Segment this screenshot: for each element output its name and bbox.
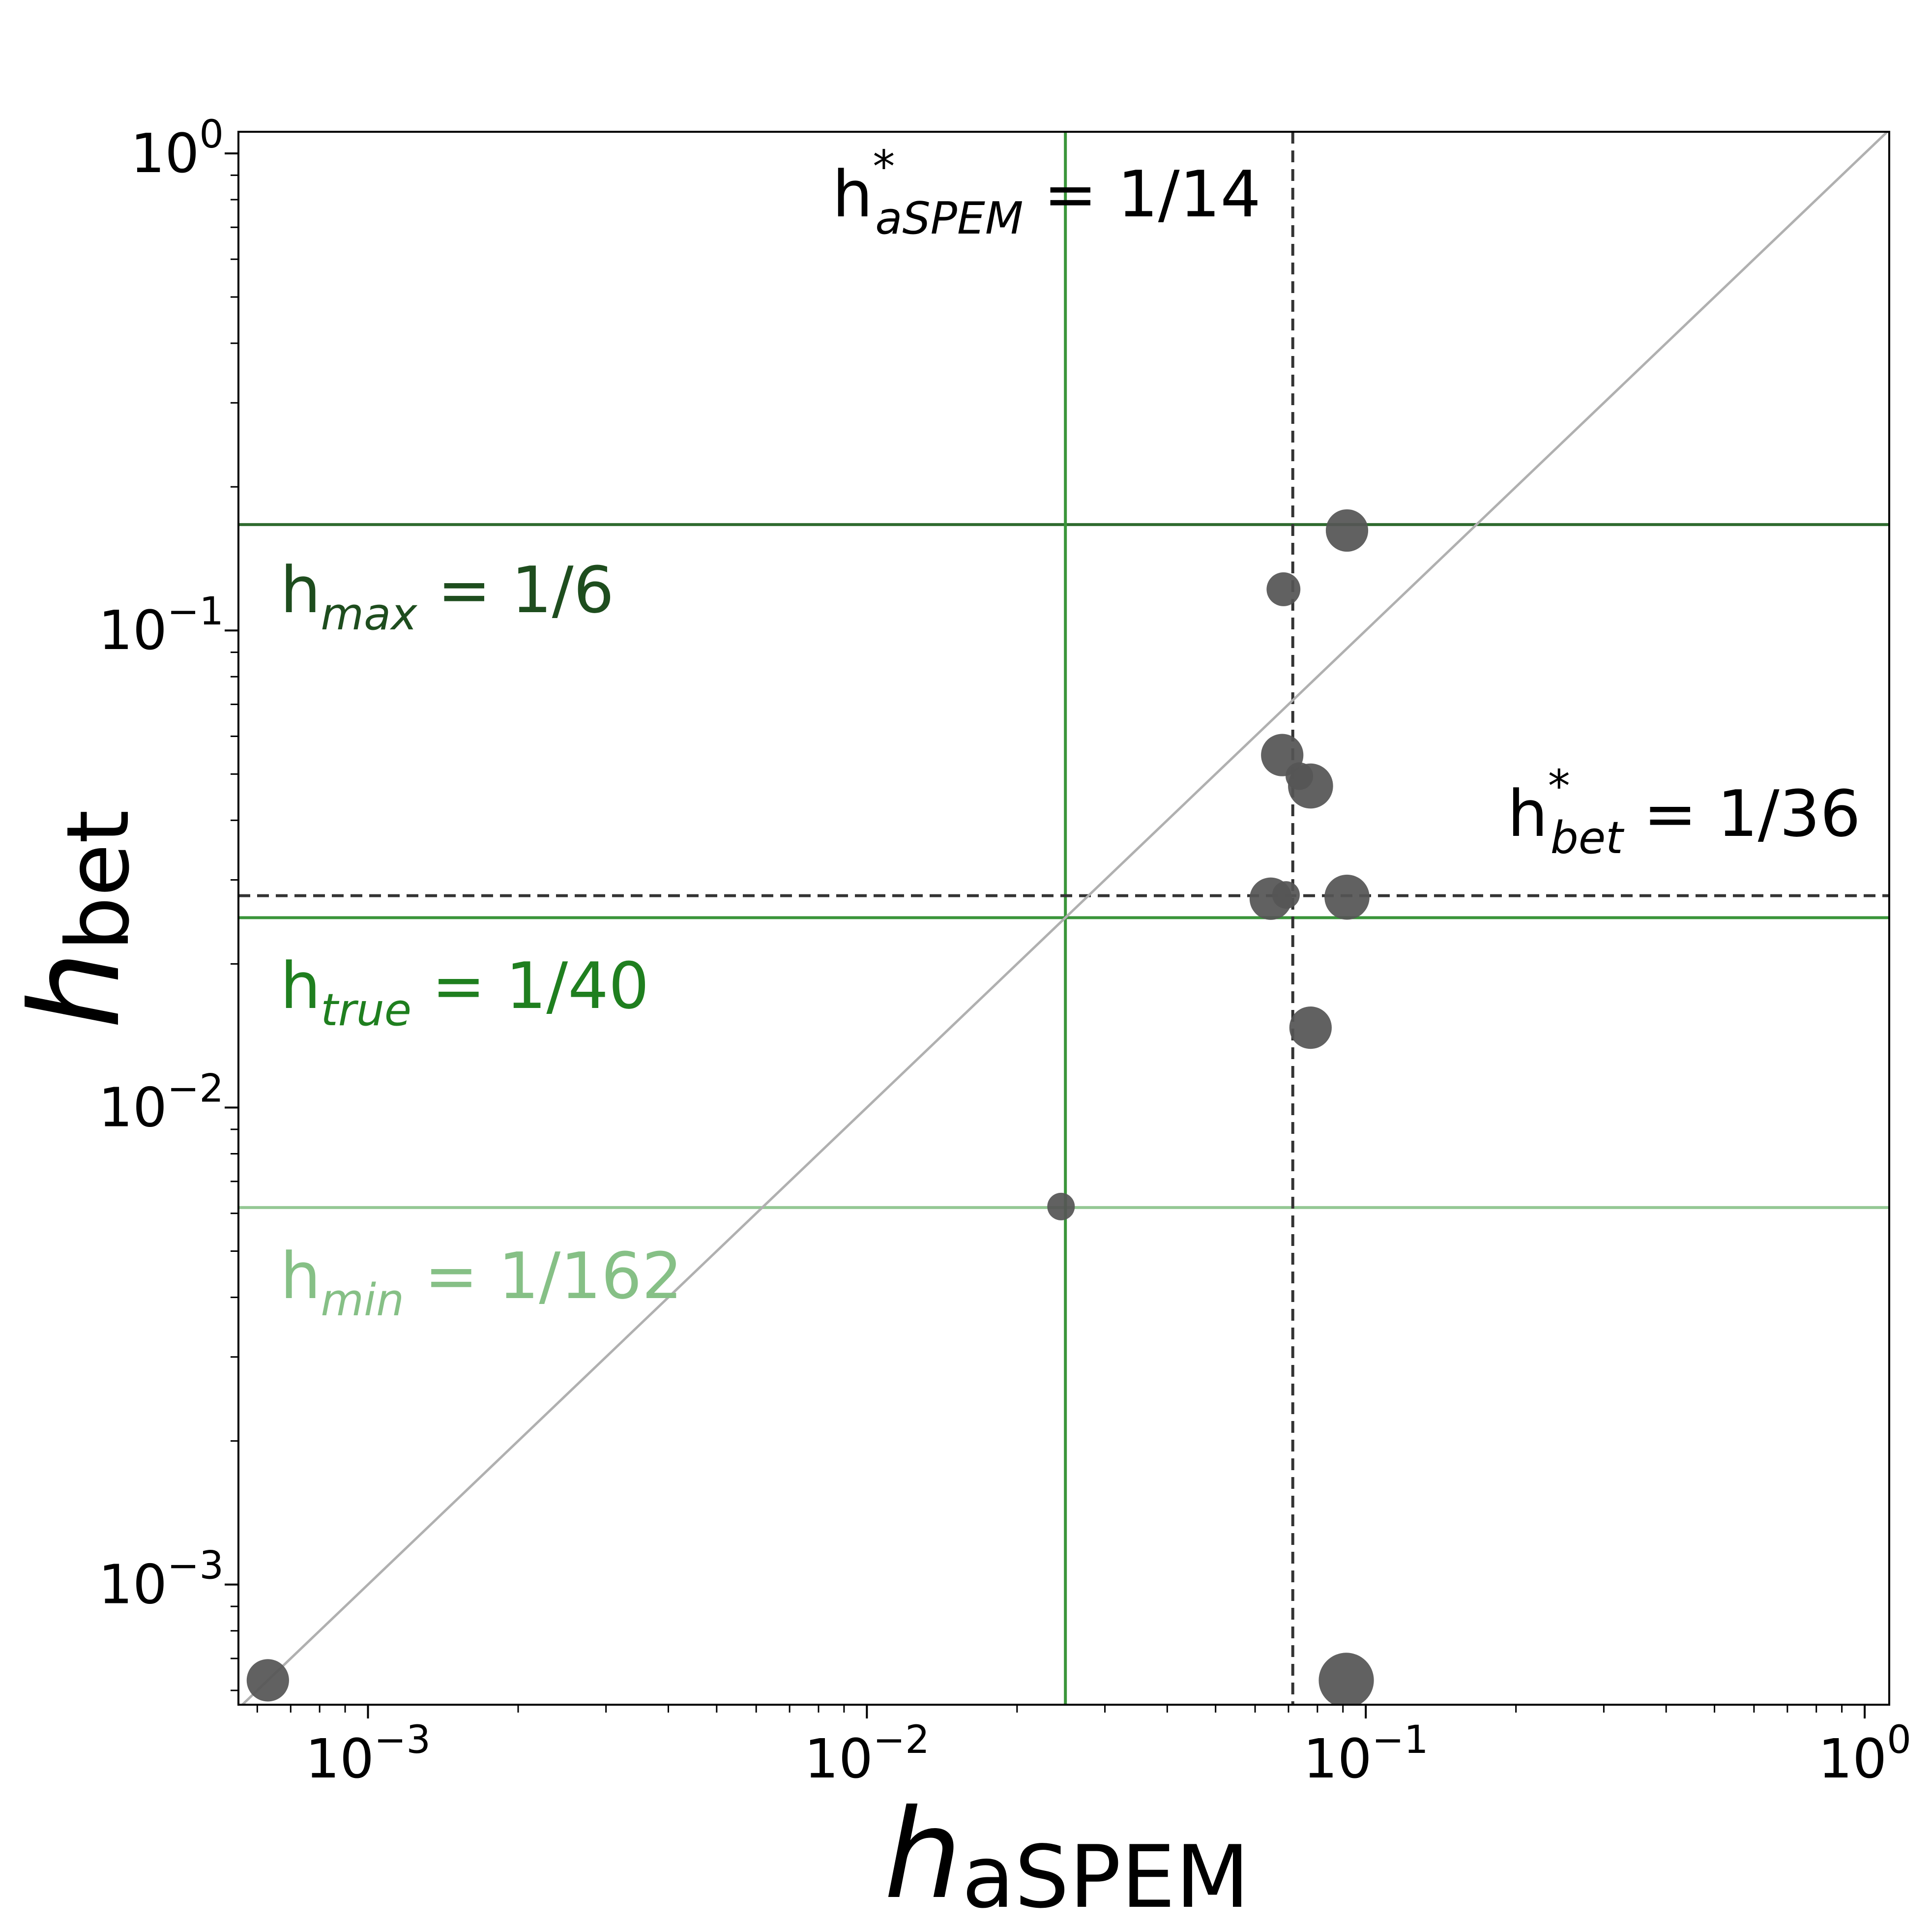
reference-label-true: htrue = 1/40 [280, 948, 649, 1036]
x-tick-label: 100 [1818, 1718, 1911, 1790]
data-point [1318, 1653, 1374, 1705]
diagonal-layer [240, 132, 1889, 1705]
data-point [1272, 881, 1300, 909]
data-point [1266, 572, 1301, 606]
label-subscript: max [321, 589, 418, 640]
label-value: = 1/6 [417, 553, 615, 627]
label-base: h [280, 948, 321, 1023]
data-point [1288, 763, 1333, 809]
y-tick-label: 10−3 [98, 1544, 224, 1616]
label-superscript: * [1548, 761, 1570, 812]
x-axis-label-sub: aSPEM [962, 1828, 1250, 1924]
y-tick-label: 10−2 [98, 1066, 224, 1139]
label-subscript: min [321, 1274, 404, 1326]
label-base: h [280, 553, 321, 627]
data-point [1325, 509, 1369, 552]
label-base: h [1507, 776, 1548, 851]
y-tick-label: 10−1 [98, 590, 224, 662]
label-value: = 1/36 [1623, 776, 1861, 851]
x-axis-ticks: 10−3 10−2 10−1 100 [256, 1705, 1911, 1790]
label-subscript: true [321, 984, 411, 1036]
plot-frame [237, 131, 1890, 1706]
x-tick-label: 10−1 [1303, 1718, 1429, 1790]
y-axis-label-main: h [4, 951, 147, 1029]
label-value: = 1/162 [404, 1239, 682, 1313]
x-tick-label: 10−2 [804, 1718, 930, 1790]
points-layer [246, 509, 1374, 1705]
x-axis-label: haSPEM [884, 1783, 1250, 1924]
y-axis-label-sub: bet [49, 810, 148, 951]
x-axis-label-main: h [884, 1783, 962, 1924]
reference-label-max: hmax = 1/6 [280, 553, 614, 640]
y-axis-label: hbet [4, 810, 148, 1029]
label-base: h [832, 157, 873, 232]
label-value: = 1/14 [1023, 157, 1261, 232]
label-superscript: * [873, 141, 895, 193]
label-subscript: aSPEM [875, 193, 1023, 244]
y-axis-ticks: 10−3 10−2 10−1 100 [98, 113, 238, 1691]
reference-label-aSPEM: h* aSPEM = 1/14 [832, 141, 1261, 244]
reference-label-bet: h* bet = 1/36 [1507, 761, 1861, 864]
data-point [1047, 1192, 1075, 1220]
reference-label-min: hmin = 1/162 [280, 1239, 682, 1326]
data-point [246, 1659, 289, 1702]
y-tick-label: 100 [130, 113, 224, 185]
label-value: = 1/40 [411, 948, 649, 1023]
x-tick-label: 10−3 [305, 1718, 431, 1790]
data-point [1289, 1006, 1332, 1049]
identity-diagonal-line [240, 132, 1889, 1705]
label-subscript: bet [1551, 812, 1625, 864]
data-point [1324, 874, 1370, 920]
label-base: h [280, 1239, 321, 1313]
